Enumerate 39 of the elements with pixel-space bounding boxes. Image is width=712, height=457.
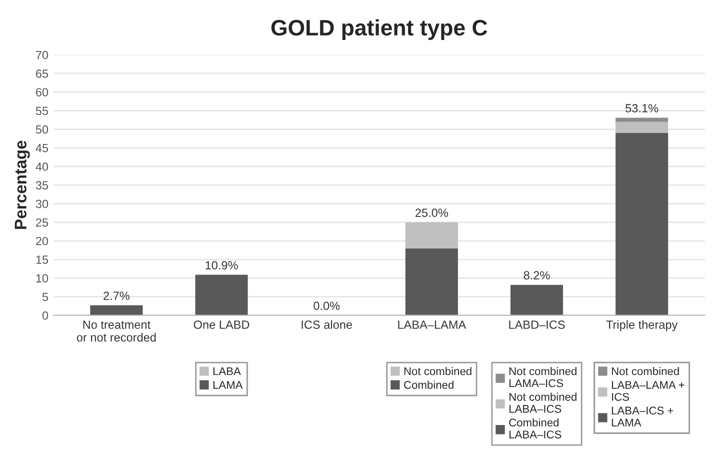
legend-label: Combined LABA–ICS [509, 418, 562, 438]
y-tick-label: 15 [36, 256, 48, 264]
chart-title: GOLD patient type C [271, 19, 488, 40]
x-tick-label: LABD–ICS [509, 320, 565, 329]
total-label: 10.9% [206, 261, 238, 270]
legend-label: LABA–ICS + LAMA [612, 406, 674, 426]
y-tick-label: 10 [36, 274, 48, 283]
legend-label: Not combined LAMA–ICS [510, 367, 576, 388]
x-tick-label: LABA–LAMA [398, 320, 466, 329]
y-tick-label: 35 [36, 181, 48, 190]
legend-label: LABA [213, 367, 241, 376]
total-label: 25.0% [416, 208, 448, 217]
y-tick-label: 55 [36, 106, 48, 116]
y-tick-label: 50 [36, 125, 48, 134]
y-tick-label: 30 [36, 200, 48, 208]
y-tick-label: 65 [36, 69, 48, 78]
legend-label: Not combined [404, 367, 472, 376]
total-label: 2.7% [104, 292, 130, 300]
y-tick-label: 45 [36, 144, 48, 152]
x-tick-label: Triple therapy [606, 320, 678, 332]
x-tick-label: No treatment or not recorded [76, 320, 156, 342]
legend-label: LABA–LAMA + ICS [612, 381, 684, 401]
total-label: 0.0% [314, 302, 340, 310]
legend-label: Not combined [612, 367, 679, 376]
x-tick-label: One LABD [194, 320, 250, 329]
y-axis-title: Percentage [14, 140, 30, 229]
y-tick-label: 20 [36, 236, 48, 246]
y-tick-label: 0 [42, 311, 48, 320]
y-tick-label: 5 [42, 292, 48, 302]
legend-label: Combined [404, 380, 454, 389]
legend-label: LAMA [213, 381, 243, 389]
x-tick-label: ICS alone [302, 320, 352, 329]
y-tick-label: 25 [36, 218, 48, 227]
y-tick-label: 70 [36, 50, 48, 60]
total-label: 8.2% [524, 271, 550, 280]
legend-label: Not combined LABA–ICS [510, 392, 576, 413]
y-tick-label: 40 [36, 162, 48, 171]
total-label: 53.1% [626, 104, 658, 112]
y-tick-label: 60 [36, 88, 48, 96]
